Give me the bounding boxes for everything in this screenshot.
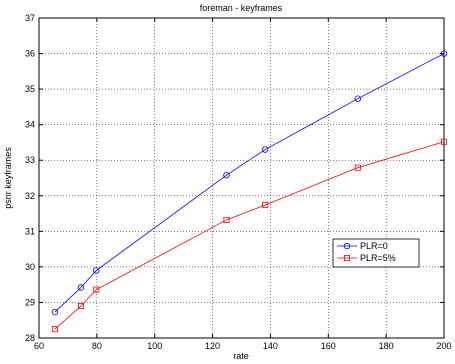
y-tick-label: 30 xyxy=(25,262,35,272)
x-tick-label: 100 xyxy=(147,341,162,351)
x-tick-label: 160 xyxy=(321,341,336,351)
y-tick-label: 36 xyxy=(25,49,35,59)
legend-label: PLR=5% xyxy=(360,253,396,263)
y-tick-label: 28 xyxy=(25,333,35,343)
y-tick-label: 37 xyxy=(25,13,35,23)
x-tick-label: 140 xyxy=(263,341,278,351)
plot-frame xyxy=(39,18,444,338)
legend: PLR=0 PLR=5% xyxy=(333,239,419,267)
y-tick-label: 32 xyxy=(25,191,35,201)
x-axis-title: rate xyxy=(233,351,249,361)
x-tick-label: 200 xyxy=(436,341,451,351)
legend-label: PLR=0 xyxy=(360,241,388,251)
y-tick-label: 33 xyxy=(25,155,35,165)
series-line-2 xyxy=(55,142,444,329)
x-tick-label: 120 xyxy=(205,341,220,351)
x-tick-label: 60 xyxy=(34,341,44,351)
x-tick-label: 180 xyxy=(379,341,394,351)
x-tick-label: 80 xyxy=(92,341,102,351)
y-tick-label: 31 xyxy=(25,226,35,236)
y-tick-label: 34 xyxy=(25,120,35,130)
y-tick-label: 35 xyxy=(25,84,35,94)
y-axis-title: psnr keyframes xyxy=(3,147,13,209)
series-layer xyxy=(52,51,447,332)
y-tick-label: 29 xyxy=(25,297,35,307)
axis-ticks: 60 80 100 120 140 160 180 200 28 29 30 31 32 33 34 35 36… xyxy=(25,13,452,351)
grid xyxy=(39,18,444,338)
chart-title: foreman - keyframes xyxy=(200,3,283,13)
series-line-1 xyxy=(55,54,444,312)
